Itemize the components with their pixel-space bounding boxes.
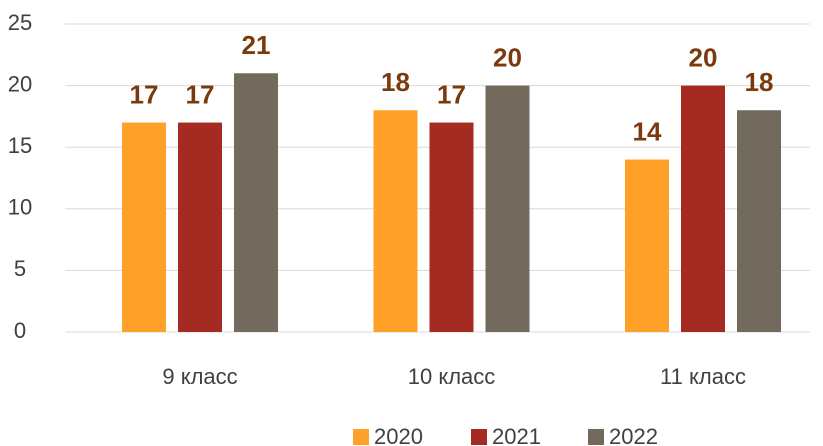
bar xyxy=(625,159,669,332)
legend-swatch xyxy=(588,429,604,445)
bar xyxy=(122,122,166,332)
bar xyxy=(681,85,725,332)
y-tick-label: 15 xyxy=(8,133,32,158)
data-label: 18 xyxy=(745,67,774,97)
data-label: 20 xyxy=(689,42,718,72)
data-label: 17 xyxy=(186,79,215,109)
bar xyxy=(737,110,781,333)
y-tick-label: 0 xyxy=(14,318,26,343)
data-label: 20 xyxy=(493,42,522,72)
legend-swatch xyxy=(471,429,487,445)
y-tick-label: 20 xyxy=(8,71,32,96)
data-label: 14 xyxy=(633,116,662,146)
bar xyxy=(234,73,278,332)
legend-label: 2021 xyxy=(492,424,541,446)
x-tick-label: 9 класс xyxy=(162,364,237,389)
legend-label: 2020 xyxy=(374,424,423,446)
y-tick-label: 25 xyxy=(8,10,32,35)
data-label: 21 xyxy=(242,30,271,60)
y-tick-label: 10 xyxy=(8,195,32,220)
bar xyxy=(485,85,530,332)
bar xyxy=(373,110,418,333)
data-label: 17 xyxy=(130,79,159,109)
bar xyxy=(178,122,222,332)
data-label: 18 xyxy=(381,67,410,97)
data-label: 17 xyxy=(437,79,466,109)
x-tick-label: 11 класс xyxy=(660,364,746,389)
x-tick-label: 10 класс xyxy=(408,364,496,389)
y-tick-label: 5 xyxy=(14,256,26,281)
legend-label: 2022 xyxy=(609,424,658,446)
legend-swatch xyxy=(353,429,369,445)
bar xyxy=(429,122,474,332)
